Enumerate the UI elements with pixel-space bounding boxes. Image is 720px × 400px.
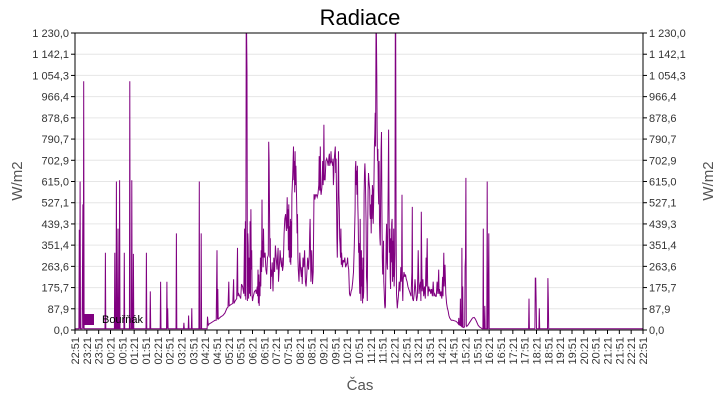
x-tick-label: 20:21: [579, 337, 591, 365]
y-tick-label-right: 527,1: [649, 198, 677, 210]
y-tick-label-right: 878,6: [649, 113, 677, 125]
y-tick-label-right: 790,7: [649, 134, 677, 146]
y-tick-label-right: 0,0: [649, 325, 664, 337]
x-tick-label: 09:51: [330, 337, 342, 365]
y-tick-label-left: 0,0: [54, 325, 69, 337]
y-tick-label-left: 175,7: [41, 283, 69, 295]
y-tick-label-left: 527,1: [41, 198, 69, 210]
x-tick-label: 07:51: [283, 337, 295, 365]
series-line-bournak: [75, 32, 643, 330]
x-tick-label: 18:21: [532, 337, 544, 365]
x-tick-label: 23:21: [82, 337, 94, 365]
x-tick-label: 12:51: [401, 337, 413, 365]
y-tick-label-right: 966,4: [649, 92, 677, 104]
x-tick-label: 17:21: [508, 337, 520, 365]
y-axis-left: 0,0 87,9 175,7 263,6 351,4 439,3 527,1 615,0 702…: [32, 28, 75, 337]
x-tick-label: 22:51: [638, 337, 650, 365]
x-tick-label: 18:51: [543, 337, 555, 365]
x-tick-label: 02:21: [153, 337, 165, 365]
y-tick-label-left: 1 054,3: [32, 70, 69, 82]
x-tick-label: 00:51: [117, 337, 129, 365]
x-tick-label: 23:51: [94, 337, 106, 365]
x-tick-label: 08:21: [295, 337, 307, 365]
x-tick-label: 01:51: [141, 337, 153, 365]
x-tick-label: 05:21: [224, 337, 236, 365]
legend-label: Bouřňák: [102, 314, 143, 326]
y-tick-label-left: 878,6: [41, 113, 69, 125]
x-tick-label: 20:51: [591, 337, 603, 365]
x-tick-label: 10:21: [342, 337, 354, 365]
y-tick-label-right: 1 142,1: [649, 49, 686, 61]
x-tick-label: 14:51: [449, 337, 461, 365]
y-tick-label-right: 87,9: [649, 304, 670, 316]
x-tick-label: 22:51: [70, 337, 82, 365]
x-tick-label: 03:51: [188, 337, 200, 365]
x-tick-label: 00:21: [106, 337, 118, 365]
x-tick-label: 13:51: [425, 337, 437, 365]
plot-frame: [74, 32, 644, 331]
x-tick-label: 12:21: [390, 337, 402, 365]
y-tick-label-left: 263,6: [41, 261, 69, 273]
x-tick-label: 03:21: [177, 337, 189, 365]
y-tick-label-right: 351,4: [649, 240, 677, 252]
y-tick-label-left: 966,4: [41, 92, 69, 104]
y-tick-label-right: 1 054,3: [649, 70, 686, 82]
x-axis-title: Čas: [347, 377, 374, 394]
x-tick-label: 15:51: [472, 337, 484, 365]
y-tick-label-left: 351,4: [41, 240, 69, 252]
x-tick-label: 11:21: [366, 337, 378, 364]
y-tick-label-left: 615,0: [41, 177, 69, 189]
x-tick-label: 02:51: [165, 337, 177, 365]
x-tick-label: 06:21: [248, 337, 260, 365]
y-tick-label-left: 1 142,1: [32, 49, 69, 61]
y-tick-label-right: 702,9: [649, 155, 677, 167]
x-tick-label: 17:51: [520, 337, 532, 365]
x-tick-label: 16:21: [484, 337, 496, 365]
y-tick-label-left: 439,3: [41, 219, 69, 231]
x-tick-label: 08:51: [307, 337, 319, 365]
y-axis-right: 0,0 87,9 175,7 263,6 351,4 439,3 527,1 615,0 702…: [643, 28, 686, 337]
x-tick-label: 11:51: [378, 337, 390, 364]
x-tick-label: 04:51: [212, 337, 224, 365]
legend: Bouřňák: [83, 314, 143, 326]
y-tick-label-right: 439,3: [649, 219, 677, 231]
y-tick-label-left: 790,7: [41, 134, 69, 146]
y-axis-title-right: W/m2: [700, 161, 717, 200]
y-tick-label-right: 175,7: [649, 283, 677, 295]
x-tick-label: 15:21: [461, 337, 473, 365]
y-tick-label-right: 1 230,0: [649, 28, 686, 40]
x-tick-label: 19:51: [567, 337, 579, 365]
x-tick-label: 22:21: [626, 337, 638, 365]
gridlines: [75, 53, 643, 310]
x-tick-label: 21:21: [603, 337, 615, 365]
x-tick-label: 09:21: [319, 337, 331, 365]
x-tick-label: 21:51: [614, 337, 626, 365]
x-tick-label: 05:51: [236, 337, 248, 365]
x-axis: 22:51 23:21 23:51 00:21 00:51 01:21 01:51 02:21…: [70, 330, 650, 365]
x-tick-label: 04:21: [200, 337, 212, 365]
x-tick-label: 16:51: [496, 337, 508, 365]
y-tick-label-left: 702,9: [41, 155, 69, 167]
chart-title: Radiace: [320, 5, 401, 30]
x-tick-label: 13:21: [413, 337, 425, 365]
legend-swatch: [83, 314, 94, 325]
x-tick-label: 10:51: [354, 337, 366, 365]
y-axis-title-left: W/m2: [9, 161, 26, 200]
y-tick-label-left: 1 230,0: [32, 28, 69, 40]
y-tick-label-left: 87,9: [48, 304, 69, 316]
x-tick-label: 07:21: [271, 337, 283, 365]
y-tick-label-right: 615,0: [649, 177, 677, 189]
x-tick-label: 19:21: [555, 337, 567, 365]
x-tick-label: 14:21: [437, 337, 449, 365]
y-tick-label-right: 263,6: [649, 261, 677, 273]
x-tick-label: 01:21: [129, 337, 141, 365]
x-tick-label: 06:51: [259, 337, 271, 365]
